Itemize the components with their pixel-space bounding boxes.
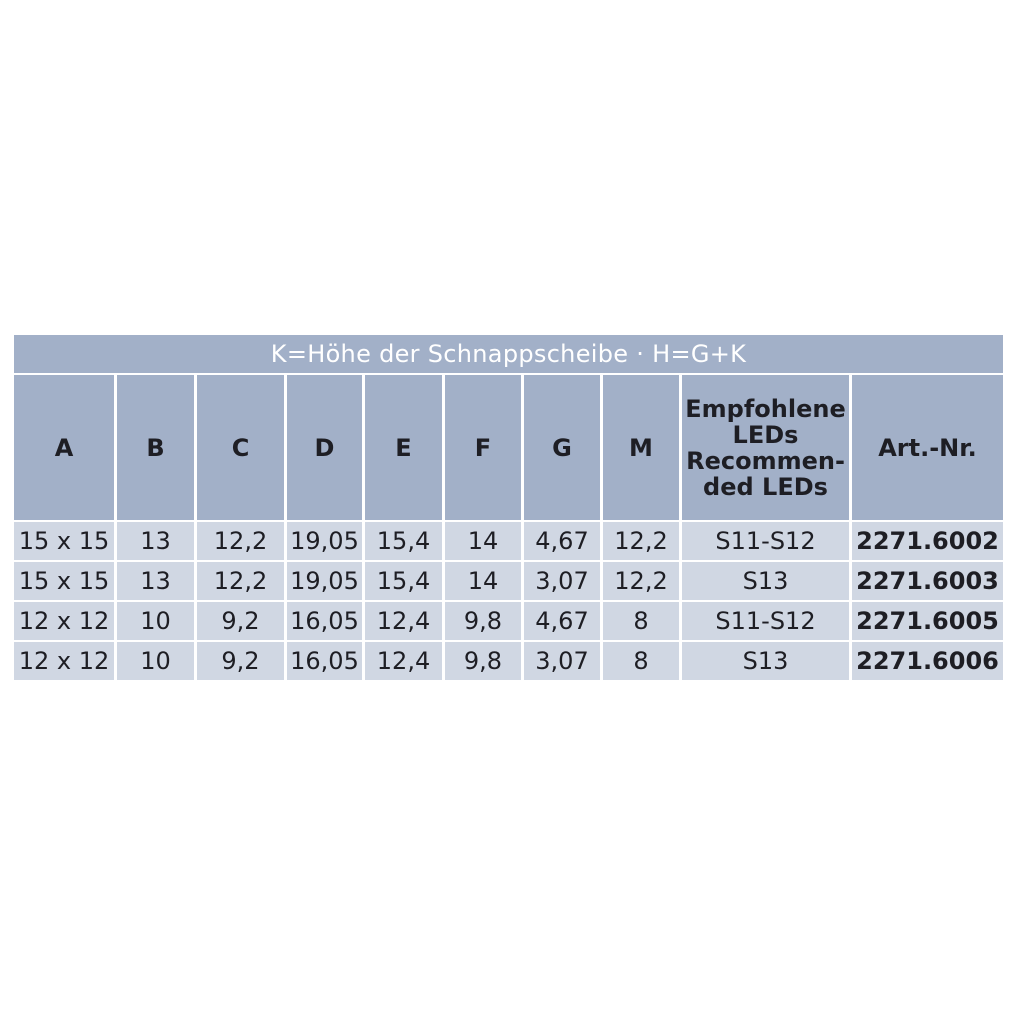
cell-art-nr: 2271.6003 (852, 562, 1004, 600)
cell-g: 4,67 (524, 522, 600, 560)
cell-f: 9,8 (445, 642, 521, 680)
cell-b: 10 (117, 602, 194, 640)
col-header-e: E (365, 375, 442, 520)
col-header-b: B (117, 375, 194, 520)
header-row: A B C D E F G M Empfohlene LEDs Recommen… (14, 375, 1004, 520)
cell-m: 12,2 (603, 522, 679, 560)
cell-a: 12 x 12 (14, 602, 114, 640)
cell-art-nr: 2271.6005 (852, 602, 1004, 640)
cell-f: 9,8 (445, 602, 521, 640)
cell-m: 12,2 (603, 562, 679, 600)
cell-leds: S11-S12 (682, 522, 849, 560)
col-header-c: C (197, 375, 284, 520)
cell-d: 16,05 (287, 602, 362, 640)
cell-m: 8 (603, 642, 679, 680)
cell-c: 12,2 (197, 522, 284, 560)
col-header-f: F (445, 375, 521, 520)
cell-d: 16,05 (287, 642, 362, 680)
cell-e: 15,4 (365, 562, 442, 600)
cell-e: 12,4 (365, 602, 442, 640)
cell-e: 15,4 (365, 522, 442, 560)
cell-b: 13 (117, 562, 194, 600)
cell-d: 19,05 (287, 522, 362, 560)
cell-b: 10 (117, 642, 194, 680)
cell-m: 8 (603, 602, 679, 640)
led-header-line: Recommen- (686, 446, 845, 475)
col-header-leds: Empfohlene LEDs Recommen- ded LEDs (682, 375, 849, 520)
cell-g: 3,07 (524, 642, 600, 680)
cell-g: 4,67 (524, 602, 600, 640)
table-row: 12 x 12 10 9,2 16,05 12,4 9,8 3,07 8 S13 2271.600… (14, 642, 1004, 680)
cell-leds: S13 (682, 642, 849, 680)
col-header-art-nr: Art.-Nr. (852, 375, 1004, 520)
cell-f: 14 (445, 562, 521, 600)
led-header-line: Empfohlene (685, 394, 846, 423)
cell-b: 13 (117, 522, 194, 560)
cell-d: 19,05 (287, 562, 362, 600)
col-header-d: D (287, 375, 362, 520)
cell-c: 12,2 (197, 562, 284, 600)
table-row: 15 x 15 13 12,2 19,05 15,4 14 4,67 12,2 S11-S12 2… (14, 522, 1004, 560)
cell-art-nr: 2271.6002 (852, 522, 1004, 560)
cell-c: 9,2 (197, 642, 284, 680)
table-row: 15 x 15 13 12,2 19,05 15,4 14 3,07 12,2 S13 2271.… (14, 562, 1004, 600)
col-header-a: A (14, 375, 114, 520)
cell-a: 15 x 15 (14, 522, 114, 560)
led-header-line: ded LEDs (703, 472, 828, 501)
cell-g: 3,07 (524, 562, 600, 600)
cell-c: 9,2 (197, 602, 284, 640)
col-header-g: G (524, 375, 600, 520)
table-row: 12 x 12 10 9,2 16,05 12,4 9,8 4,67 8 S11-S12 2271… (14, 602, 1004, 640)
col-header-m: M (603, 375, 679, 520)
cell-art-nr: 2271.6006 (852, 642, 1004, 680)
table-title: K=Höhe der Schnappscheibe · H=G+K (14, 335, 1004, 373)
product-dimension-table: K=Höhe der Schnappscheibe · H=G+K A B C … (11, 333, 1007, 682)
cell-leds: S13 (682, 562, 849, 600)
cell-f: 14 (445, 522, 521, 560)
cell-a: 15 x 15 (14, 562, 114, 600)
cell-a: 12 x 12 (14, 642, 114, 680)
cell-leds: S11-S12 (682, 602, 849, 640)
cell-e: 12,4 (365, 642, 442, 680)
led-header-line: LEDs (732, 420, 799, 449)
